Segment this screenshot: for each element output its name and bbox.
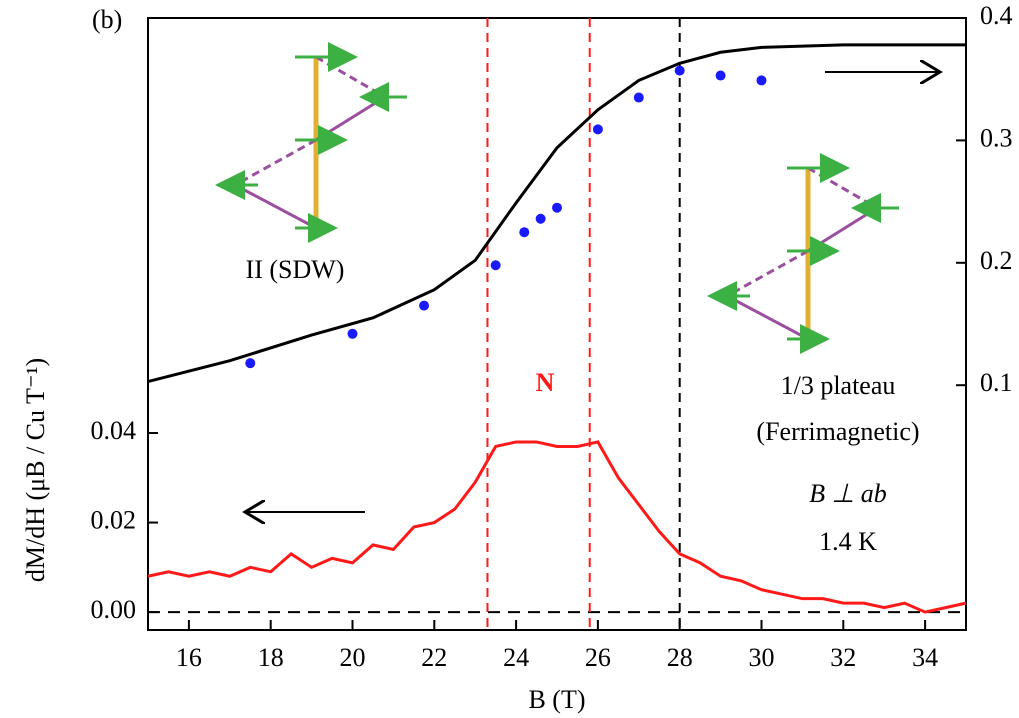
y-tick-label: 0.02 bbox=[91, 506, 137, 535]
x-tick-label: 22 bbox=[421, 643, 447, 672]
data-line bbox=[147, 43, 966, 383]
data-point bbox=[674, 65, 685, 76]
x-tick-label: 34 bbox=[912, 643, 938, 672]
data-point bbox=[347, 328, 358, 339]
x-tick-label: 16 bbox=[176, 643, 202, 672]
data-point bbox=[715, 70, 726, 81]
x-tick-label: 32 bbox=[830, 643, 856, 672]
data-line bbox=[147, 440, 967, 614]
annotation: 1.4 K bbox=[819, 527, 877, 556]
x-tick-label: 20 bbox=[340, 643, 366, 672]
spin-diagram bbox=[707, 153, 899, 354]
x-tick-label: 26 bbox=[585, 643, 611, 672]
y2-tick-label: 0.3 bbox=[980, 123, 1013, 152]
y2-tick-label: 0.2 bbox=[980, 246, 1013, 275]
plot-frame bbox=[147, 17, 967, 631]
y-tick-label: 0.00 bbox=[91, 595, 137, 624]
x-tick-label: 28 bbox=[667, 643, 693, 672]
data-point bbox=[552, 202, 562, 213]
x-tick-label: 24 bbox=[503, 643, 529, 672]
y-axis-label: dM/dH (μB / Cu T⁻¹) bbox=[21, 358, 50, 582]
annotation: 1/3 plateau bbox=[781, 371, 896, 400]
y2-tick-label: 0.4 bbox=[980, 1, 1013, 30]
panel-label: (b) bbox=[92, 5, 122, 34]
data-point bbox=[519, 227, 530, 238]
annotation: II (SDW) bbox=[246, 255, 345, 284]
y2-tick-label: 0.1 bbox=[980, 368, 1013, 397]
spin-diagram bbox=[215, 42, 407, 243]
x-tick-label: 18 bbox=[258, 643, 284, 672]
x-axis-label: B (T) bbox=[528, 685, 585, 714]
annotation: (Ferrimagnetic) bbox=[756, 417, 919, 446]
annotation: B ⊥ ab bbox=[809, 479, 887, 508]
data-point bbox=[592, 124, 603, 135]
data-point bbox=[419, 300, 430, 311]
data-point bbox=[633, 92, 644, 103]
data-point bbox=[535, 213, 546, 224]
data-point bbox=[490, 260, 501, 271]
data-point bbox=[245, 358, 256, 369]
y-tick-label: 0.04 bbox=[91, 416, 137, 445]
x-tick-label: 30 bbox=[749, 643, 775, 672]
data-point bbox=[756, 75, 767, 86]
annotation: N bbox=[536, 368, 555, 397]
